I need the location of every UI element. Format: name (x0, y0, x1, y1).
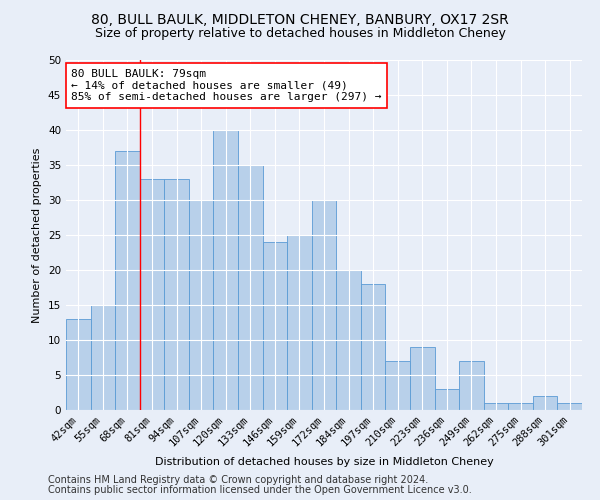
Bar (410, 347, 434, 410)
Text: 80, BULL BAULK, MIDDLETON CHENEY, BANBURY, OX17 2SR: 80, BULL BAULK, MIDDLETON CHENEY, BANBUR… (91, 12, 509, 26)
Bar (189, 200, 214, 410)
Bar (533, 396, 557, 410)
Bar (557, 403, 582, 410)
Bar (508, 403, 533, 410)
X-axis label: Distribution of detached houses by size in Middleton Cheney: Distribution of detached houses by size … (155, 457, 493, 467)
Bar (115, 151, 140, 410)
Text: Contains HM Land Registry data © Crown copyright and database right 2024.: Contains HM Land Registry data © Crown c… (48, 475, 428, 485)
Bar (287, 235, 312, 410)
Bar (66, 319, 91, 410)
Bar (312, 200, 336, 410)
Y-axis label: Number of detached properties: Number of detached properties (32, 148, 43, 322)
Bar (238, 165, 263, 410)
Text: Size of property relative to detached houses in Middleton Cheney: Size of property relative to detached ho… (95, 28, 505, 40)
Bar (361, 284, 385, 410)
Text: Contains public sector information licensed under the Open Government Licence v3: Contains public sector information licen… (48, 485, 472, 495)
Bar (459, 361, 484, 410)
Bar (385, 361, 410, 410)
Bar (140, 179, 164, 410)
Bar (336, 270, 361, 410)
Bar (91, 305, 115, 410)
Bar (434, 389, 459, 410)
Text: 80 BULL BAULK: 79sqm
← 14% of detached houses are smaller (49)
85% of semi-detac: 80 BULL BAULK: 79sqm ← 14% of detached h… (71, 69, 382, 102)
Bar (263, 242, 287, 410)
Bar (214, 130, 238, 410)
Bar (164, 179, 189, 410)
Bar (484, 403, 508, 410)
